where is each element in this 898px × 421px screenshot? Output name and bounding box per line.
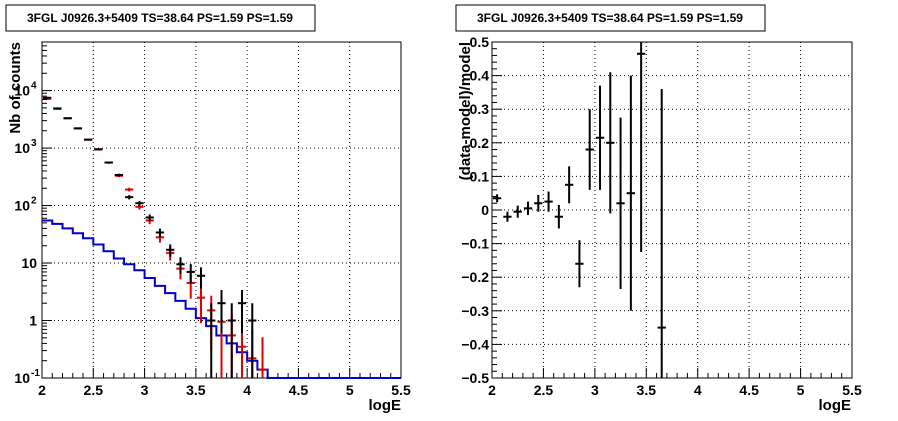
data-point [145,214,154,221]
y-tick-label: 10 [14,370,30,386]
data-point [135,200,144,206]
counts-grid [42,42,401,378]
data-point [544,191,553,212]
data-point [513,205,522,218]
y-tick-exponent: 2 [31,196,37,207]
y-tick-exponent: 3 [31,138,37,149]
residual-ticks: 2 2.5 3 3.5 4 4.5 5 5.5 −0.5 −0.4 −0.3 −0.2 −0.1 0 0.1… [461,34,862,398]
x-tick-label: 3.5 [186,382,206,398]
residual-title-box [455,4,766,32]
x-tick-label: 5 [797,382,805,398]
y-tick-label: −0.3 [461,303,489,319]
residual-grid [492,42,852,378]
y-tick-label: 0 [481,202,489,218]
y-tick-label: 10 [14,140,30,156]
y-tick-label: −0.1 [461,236,489,252]
x-tick-label: 4.5 [739,382,759,398]
data-point [217,289,226,334]
y-tick-label: 1 [29,313,37,329]
y-tick-exponent: -1 [31,368,40,379]
data-point [565,166,574,204]
data-point [606,72,615,214]
data-point [626,75,635,311]
x-tick-label: 2 [38,382,46,398]
x-tick-label: 3.5 [637,382,657,398]
y-tick-label: 10 [21,255,37,271]
y-tick-label: 0.4 [470,68,490,84]
x-tick-label: 4 [694,382,702,398]
x-tick-label: 2.5 [84,382,104,398]
counts-title-box [5,4,316,32]
data-point [554,204,563,229]
residual-xlabel: logE [819,397,852,414]
data-point [207,303,216,378]
x-tick-label: 3 [591,382,599,398]
data-point [73,127,83,130]
counts-marks [42,96,401,379]
data-point [523,201,533,216]
residual-marks [493,42,666,378]
residual-title: 3FGL J0926.3+5409 TS=38.64 PS=1.59 PS=1.… [477,11,743,25]
y-tick-exponent: 4 [31,81,37,92]
data-point [94,148,103,151]
y-tick-label: 0.2 [470,135,490,151]
model-step-line [42,219,401,379]
data-point [493,194,502,203]
counts-ylabel: Nb of counts [7,42,24,134]
y-tick-label: 0.5 [470,34,490,50]
data-point [125,195,134,200]
y-tick-label: −0.2 [461,269,489,285]
counts-xlabel: logE [369,397,402,414]
data-point [575,240,584,288]
data-point [258,337,267,378]
y-tick-label: −0.5 [461,370,489,386]
y-tick-label: 0.3 [470,101,490,117]
x-tick-label: 5 [346,382,354,398]
data-point [196,267,206,289]
residual-ylabel: (data-model)/model [457,42,474,180]
data-point [248,303,257,378]
residual-panel: 2 2.5 3 3.5 4 4.5 5 5.5 −0.5 −0.4 −0.3 −0.2 −0.1 0 0.1… [455,4,862,414]
data-point [114,173,124,177]
data-point [503,211,512,222]
data-point [176,257,185,275]
y-tick-label: 10 [14,198,30,214]
data-point [63,117,72,120]
x-tick-label: 5.5 [391,382,411,398]
data-point [227,303,236,378]
y-tick-label: 0.1 [470,168,490,184]
x-tick-label: 4 [243,382,251,398]
x-tick-label: 2 [488,382,496,398]
data-point [166,244,175,257]
counts-title: 3FGL J0926.3+5409 TS=38.64 PS=1.59 PS=1.… [27,11,293,25]
data-point [125,187,134,192]
data-point [237,289,247,334]
data-point [186,264,195,284]
data-point [196,285,206,324]
data-point [104,161,113,164]
x-tick-label: 3 [141,382,149,398]
x-tick-label: 5.5 [842,382,862,398]
data-point [43,96,52,99]
data-point [155,228,165,238]
y-tick-label: 10 [14,83,30,99]
data-point [534,194,543,212]
data-point [84,138,93,141]
data-point [595,85,605,190]
data-point [657,89,666,378]
data-point [585,109,594,190]
data-point [637,42,646,252]
x-tick-label: 2.5 [534,382,554,398]
data-point [53,107,62,110]
y-tick-label: −0.4 [461,336,489,352]
data-point [616,117,625,289]
x-tick-label: 4.5 [289,382,309,398]
